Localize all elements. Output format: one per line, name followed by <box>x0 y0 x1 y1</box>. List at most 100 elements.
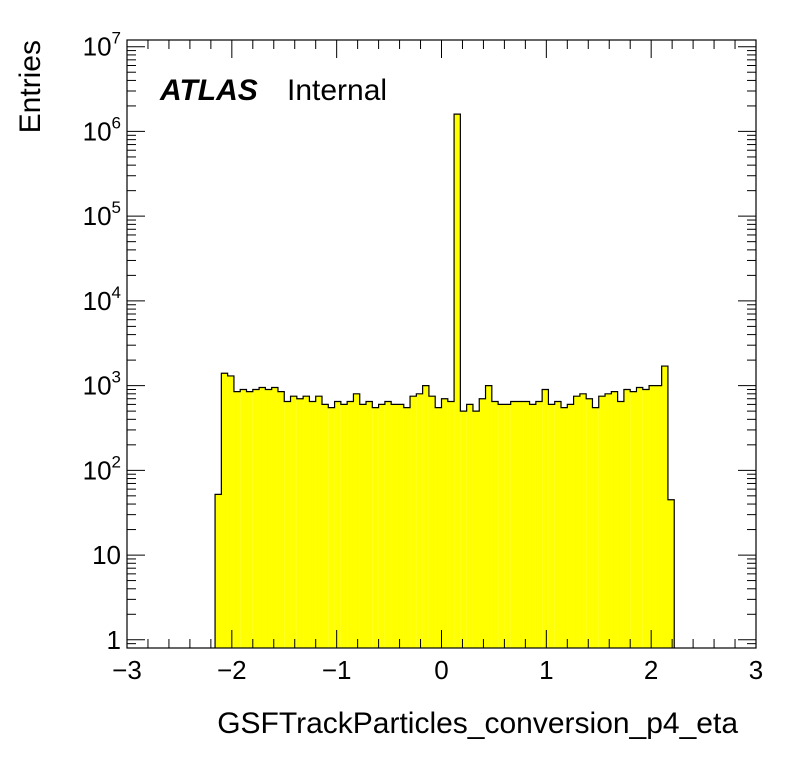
histogram-bar <box>466 404 473 648</box>
y-tick-label: 107 <box>83 29 121 62</box>
histogram-bar <box>233 391 241 648</box>
histogram-bar <box>416 393 423 648</box>
histogram-bar <box>359 404 367 648</box>
histogram-bar <box>403 407 411 648</box>
histogram-bar <box>259 387 266 648</box>
histogram-bar <box>642 389 650 648</box>
x-tick-label: −2 <box>217 655 247 685</box>
histogram-bar <box>573 396 580 648</box>
histogram-bar <box>523 401 530 648</box>
y-tick-label: 105 <box>83 198 121 231</box>
histogram-bar <box>265 389 272 648</box>
histogram-bar <box>561 407 568 648</box>
histogram-bar <box>252 389 260 648</box>
y-tick-label: 102 <box>83 452 121 485</box>
histogram-bar <box>340 404 348 648</box>
x-tick-label: 1 <box>539 655 553 685</box>
histogram-bar <box>598 396 606 648</box>
histogram-bar <box>630 391 637 648</box>
histogram-bar <box>498 404 505 648</box>
y-tick-label: 103 <box>83 368 121 401</box>
histogram-bar <box>592 407 599 648</box>
y-tick-labels: 1 10 102 103 104 105 106 107 <box>83 29 121 655</box>
histogram-bar <box>649 385 656 648</box>
histogram-bar <box>366 401 373 648</box>
histogram-bar <box>623 389 631 648</box>
histogram-bar <box>510 401 517 648</box>
histogram-bar <box>661 366 668 648</box>
axis-ticks <box>126 40 757 649</box>
histogram-bar <box>636 387 643 648</box>
x-tick-label: 3 <box>749 655 763 685</box>
histogram-bar <box>542 389 549 648</box>
histogram-bar <box>485 385 492 648</box>
histogram-bar <box>315 396 322 648</box>
histogram-bar <box>655 385 662 648</box>
histogram-bars <box>215 114 675 648</box>
histogram-bar <box>460 411 467 648</box>
x-tick-label: 0 <box>434 655 448 685</box>
histogram-bar <box>334 401 341 648</box>
histogram-bar <box>516 401 524 648</box>
histogram-bar <box>504 404 511 648</box>
histogram-bar <box>271 387 278 648</box>
histogram-bar <box>397 404 404 648</box>
histogram-bar <box>410 396 417 648</box>
histogram-bar <box>309 401 316 648</box>
histogram-bar <box>422 385 429 648</box>
histogram-outline <box>214 113 675 648</box>
histogram-bar <box>378 404 385 648</box>
histogram-bar <box>277 391 285 648</box>
x-tick-labels: −3 −2 −1 0 1 2 3 <box>112 655 763 685</box>
histogram-bar <box>454 114 461 648</box>
histogram-bar <box>529 404 536 648</box>
histogram-bar <box>296 398 304 648</box>
histogram-bar <box>290 396 297 648</box>
histogram-bar <box>372 407 379 648</box>
y-tick-label: 104 <box>83 283 121 316</box>
histogram-bar <box>441 398 448 648</box>
y-tick-label: 106 <box>83 113 121 146</box>
histogram-bar <box>435 407 442 648</box>
histogram-bar <box>586 398 593 648</box>
histogram-bar <box>384 401 392 648</box>
histogram-bar <box>227 375 234 648</box>
histogram-bar <box>554 401 562 648</box>
histogram-bar <box>328 407 335 648</box>
histogram-bar <box>303 396 310 648</box>
histogram-bar <box>491 401 499 648</box>
x-tick-label: −1 <box>322 655 352 685</box>
x-tick-label: 2 <box>644 655 658 685</box>
histogram-bar <box>535 401 543 648</box>
histogram-bar <box>391 404 398 648</box>
histogram-bar <box>479 398 486 648</box>
histogram-bar <box>428 396 436 648</box>
histogram-bar <box>605 393 612 648</box>
y-tick-label: 10 <box>92 540 121 570</box>
histogram-bar <box>567 404 574 648</box>
histogram-bar <box>240 389 247 648</box>
y-tick-label: 1 <box>107 625 121 655</box>
histogram-bar <box>579 393 587 648</box>
histogram-bar <box>246 391 253 648</box>
histogram-bar <box>617 401 624 648</box>
histogram-bar <box>284 401 291 648</box>
histogram-bar <box>472 411 480 648</box>
histogram-bar <box>321 404 329 648</box>
histogram-bar <box>215 494 222 648</box>
histogram-bar <box>611 391 618 648</box>
histogram-bar <box>221 373 228 648</box>
histogram-bar <box>347 401 354 648</box>
internal-label: Internal <box>287 74 387 107</box>
x-axis-label: GSFTrackParticles_conversion_p4_eta <box>217 707 738 740</box>
histogram-bar <box>353 393 360 648</box>
x-tick-label: −3 <box>112 655 142 685</box>
y-axis-label: Entries <box>14 40 47 133</box>
atlas-label: ATLAS <box>159 74 258 107</box>
histogram-bar <box>667 499 675 648</box>
histogram-bar <box>447 401 455 648</box>
plot-frame <box>126 39 757 649</box>
histogram-bar <box>548 404 555 648</box>
